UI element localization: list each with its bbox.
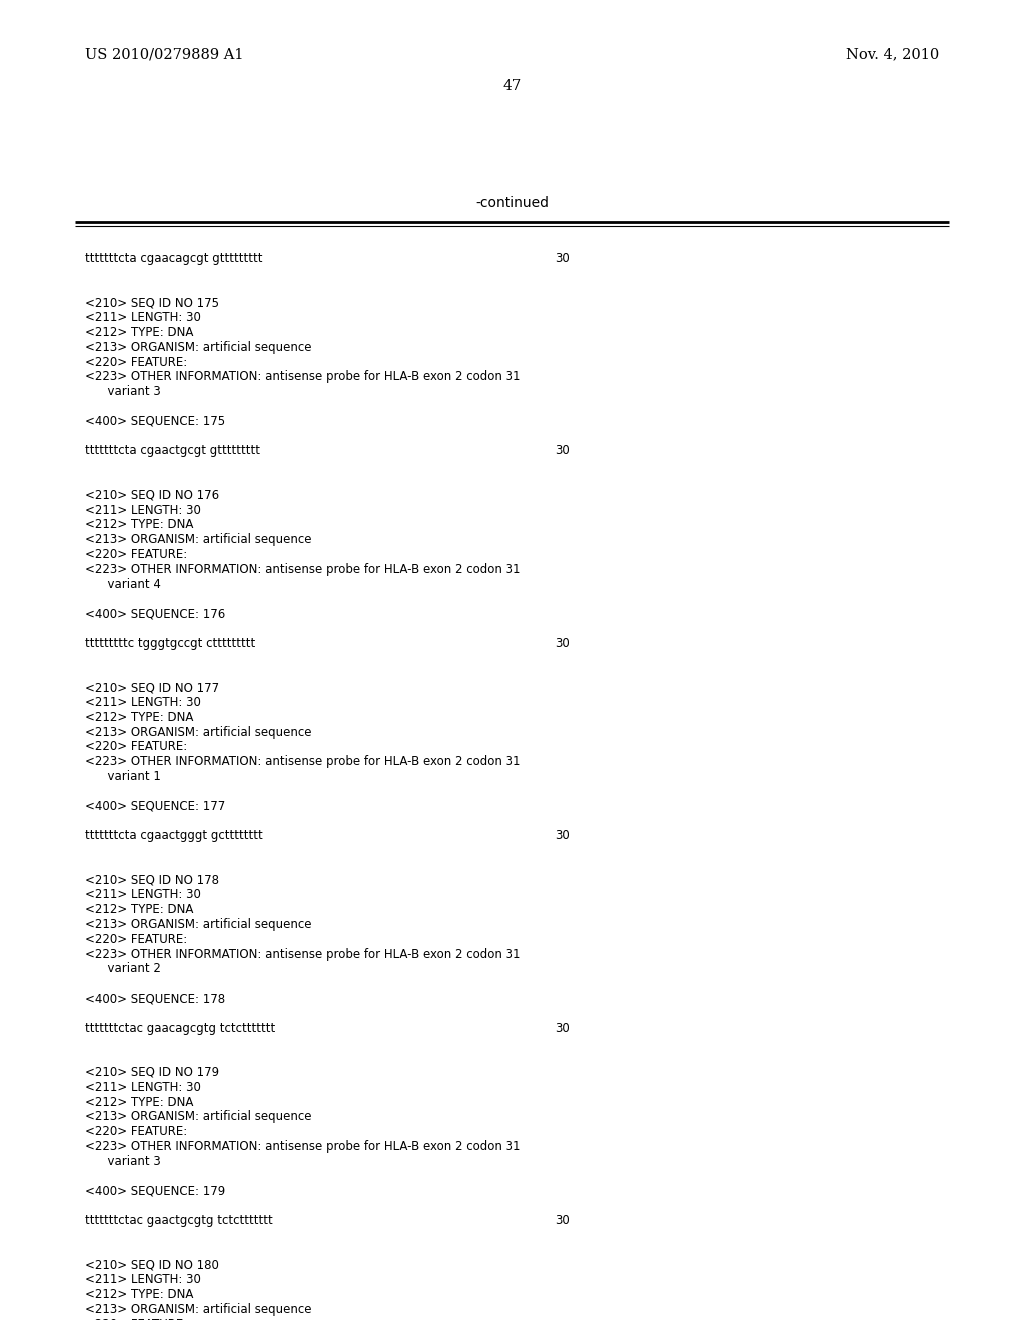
Text: <213> ORGANISM: artificial sequence: <213> ORGANISM: artificial sequence	[85, 1110, 311, 1123]
Text: <223> OTHER INFORMATION: antisense probe for HLA-B exon 2 codon 31: <223> OTHER INFORMATION: antisense probe…	[85, 948, 520, 961]
Text: <220> FEATURE:: <220> FEATURE:	[85, 548, 187, 561]
Text: <223> OTHER INFORMATION: antisense probe for HLA-B exon 2 codon 31: <223> OTHER INFORMATION: antisense probe…	[85, 755, 520, 768]
Text: <223> OTHER INFORMATION: antisense probe for HLA-B exon 2 codon 31: <223> OTHER INFORMATION: antisense probe…	[85, 562, 520, 576]
Text: variant 4: variant 4	[85, 578, 161, 590]
Text: <400> SEQUENCE: 176: <400> SEQUENCE: 176	[85, 607, 225, 620]
Text: <400> SEQUENCE: 177: <400> SEQUENCE: 177	[85, 800, 225, 813]
Text: <220> FEATURE:: <220> FEATURE:	[85, 355, 187, 368]
Text: <211> LENGTH: 30: <211> LENGTH: 30	[85, 504, 201, 516]
Text: <211> LENGTH: 30: <211> LENGTH: 30	[85, 312, 201, 325]
Text: -continued: -continued	[475, 195, 549, 210]
Text: <220> FEATURE:: <220> FEATURE:	[85, 933, 187, 946]
Text: <220> FEATURE:: <220> FEATURE:	[85, 741, 187, 754]
Text: <211> LENGTH: 30: <211> LENGTH: 30	[85, 696, 201, 709]
Text: <210> SEQ ID NO 178: <210> SEQ ID NO 178	[85, 874, 219, 887]
Text: <213> ORGANISM: artificial sequence: <213> ORGANISM: artificial sequence	[85, 341, 311, 354]
Text: 30: 30	[555, 252, 569, 265]
Text: <212> TYPE: DNA: <212> TYPE: DNA	[85, 903, 194, 916]
Text: Nov. 4, 2010: Nov. 4, 2010	[846, 48, 939, 61]
Text: <220> FEATURE:: <220> FEATURE:	[85, 1125, 187, 1138]
Text: <212> TYPE: DNA: <212> TYPE: DNA	[85, 519, 194, 532]
Text: <223> OTHER INFORMATION: antisense probe for HLA-B exon 2 codon 31: <223> OTHER INFORMATION: antisense probe…	[85, 371, 520, 383]
Text: tttttttctac gaactgcgtg tctcttttttt: tttttttctac gaactgcgtg tctcttttttt	[85, 1214, 272, 1228]
Text: 30: 30	[555, 445, 569, 458]
Text: <210> SEQ ID NO 177: <210> SEQ ID NO 177	[85, 681, 219, 694]
Text: <213> ORGANISM: artificial sequence: <213> ORGANISM: artificial sequence	[85, 1303, 311, 1316]
Text: <223> OTHER INFORMATION: antisense probe for HLA-B exon 2 codon 31: <223> OTHER INFORMATION: antisense probe…	[85, 1140, 520, 1152]
Text: <212> TYPE: DNA: <212> TYPE: DNA	[85, 710, 194, 723]
Text: tttttttcta cgaacagcgt gttttttttt: tttttttcta cgaacagcgt gttttttttt	[85, 252, 262, 265]
Text: <212> TYPE: DNA: <212> TYPE: DNA	[85, 326, 194, 339]
Text: tttttttcta cgaactgggt gctttttttt: tttttttcta cgaactgggt gctttttttt	[85, 829, 263, 842]
Text: <212> TYPE: DNA: <212> TYPE: DNA	[85, 1096, 194, 1109]
Text: variant 1: variant 1	[85, 770, 161, 783]
Text: <211> LENGTH: 30: <211> LENGTH: 30	[85, 1274, 201, 1286]
Text: variant 2: variant 2	[85, 962, 161, 975]
Text: 47: 47	[503, 79, 521, 92]
Text: tttttttcta cgaactgcgt gttttttttt: tttttttcta cgaactgcgt gttttttttt	[85, 445, 260, 458]
Text: variant 3: variant 3	[85, 1155, 161, 1168]
Text: <400> SEQUENCE: 179: <400> SEQUENCE: 179	[85, 1184, 225, 1197]
Text: <220> FEATURE:: <220> FEATURE:	[85, 1317, 187, 1320]
Text: <213> ORGANISM: artificial sequence: <213> ORGANISM: artificial sequence	[85, 726, 311, 739]
Text: 30: 30	[555, 829, 569, 842]
Text: <210> SEQ ID NO 175: <210> SEQ ID NO 175	[85, 297, 219, 309]
Text: <400> SEQUENCE: 175: <400> SEQUENCE: 175	[85, 414, 225, 428]
Text: <210> SEQ ID NO 179: <210> SEQ ID NO 179	[85, 1067, 219, 1078]
Text: US 2010/0279889 A1: US 2010/0279889 A1	[85, 48, 244, 61]
Text: 30: 30	[555, 636, 569, 649]
Text: 30: 30	[555, 1022, 569, 1035]
Text: <210> SEQ ID NO 180: <210> SEQ ID NO 180	[85, 1258, 219, 1271]
Text: tttttttttc tgggtgccgt cttttttttt: tttttttttc tgggtgccgt cttttttttt	[85, 636, 255, 649]
Text: <211> LENGTH: 30: <211> LENGTH: 30	[85, 1081, 201, 1094]
Text: <213> ORGANISM: artificial sequence: <213> ORGANISM: artificial sequence	[85, 533, 311, 546]
Text: <210> SEQ ID NO 176: <210> SEQ ID NO 176	[85, 488, 219, 502]
Text: variant 3: variant 3	[85, 385, 161, 399]
Text: <211> LENGTH: 30: <211> LENGTH: 30	[85, 888, 201, 902]
Text: <400> SEQUENCE: 178: <400> SEQUENCE: 178	[85, 993, 225, 1005]
Text: <212> TYPE: DNA: <212> TYPE: DNA	[85, 1288, 194, 1302]
Text: <213> ORGANISM: artificial sequence: <213> ORGANISM: artificial sequence	[85, 917, 311, 931]
Text: tttttttctac gaacagcgtg tctcttttttt: tttttttctac gaacagcgtg tctcttttttt	[85, 1022, 275, 1035]
Text: 30: 30	[555, 1214, 569, 1228]
